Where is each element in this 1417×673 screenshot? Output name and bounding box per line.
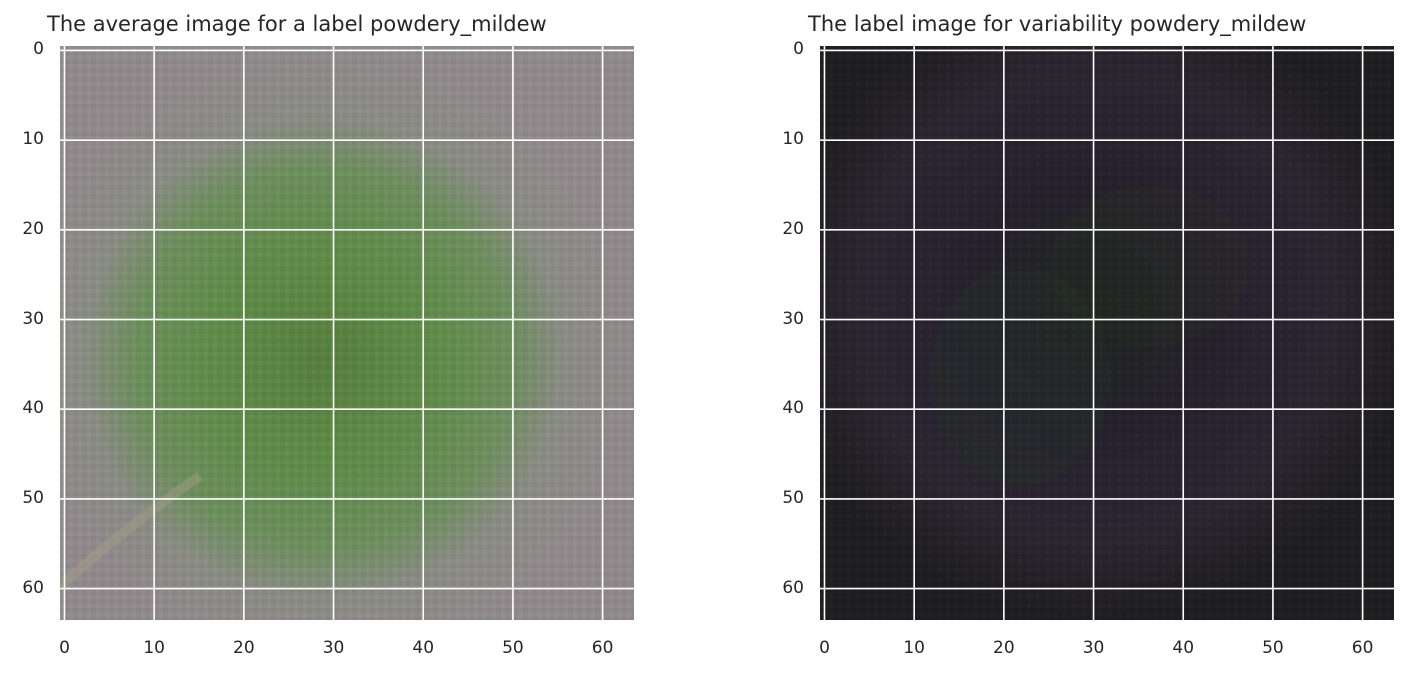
- y-tick-label: 60: [22, 577, 44, 598]
- panel-variability: The label image for variability powdery_…: [760, 0, 1400, 673]
- y-tick-label: 10: [22, 129, 44, 150]
- x-tick-label: 30: [322, 638, 345, 658]
- y-tick-label: 20: [782, 218, 804, 239]
- x-tick-label: 20: [993, 638, 1015, 658]
- y-tick-label: 40: [22, 398, 44, 419]
- y-tick-label: 0: [793, 39, 804, 60]
- panel-title: The average image for a label powdery_mi…: [47, 12, 547, 36]
- x-tick-label: 40: [1172, 638, 1195, 658]
- x-tick-label: 50: [1262, 638, 1284, 658]
- x-tick-label: 0: [819, 638, 830, 658]
- y-tick-label: 60: [782, 577, 804, 598]
- x-tick-label: 10: [143, 638, 165, 658]
- variability-image: [820, 46, 1394, 620]
- x-tick-label: 30: [1082, 638, 1105, 658]
- panel-average: The average image for a label powdery_mi…: [0, 0, 640, 673]
- image-plot: 0 10 20 30 40 50 60 0 10 20 30 40 50 60: [782, 39, 1394, 658]
- x-tick-label: 60: [591, 638, 614, 658]
- x-tick-label: 0: [59, 638, 70, 658]
- y-tick-label: 30: [22, 308, 44, 329]
- x-tick-label: 60: [1351, 638, 1374, 658]
- y-tick-label: 50: [782, 487, 804, 508]
- y-tick-label: 30: [782, 308, 804, 329]
- y-tick-label: 40: [782, 398, 804, 419]
- y-tick-label: 20: [22, 218, 44, 239]
- panel-title: The label image for variability powdery_…: [808, 12, 1307, 36]
- y-tick-label: 0: [33, 39, 44, 60]
- x-tick-label: 40: [412, 638, 435, 658]
- x-tick-label: 20: [233, 638, 255, 658]
- y-tick-label: 10: [782, 129, 804, 150]
- average-leaf-image: [60, 46, 634, 620]
- x-tick-label: 50: [502, 638, 524, 658]
- y-tick-label: 50: [22, 487, 44, 508]
- x-tick-label: 10: [903, 638, 925, 658]
- image-plot: 0 10 20 30 40 50 60 0 10 20 30 40 50 60: [22, 39, 634, 658]
